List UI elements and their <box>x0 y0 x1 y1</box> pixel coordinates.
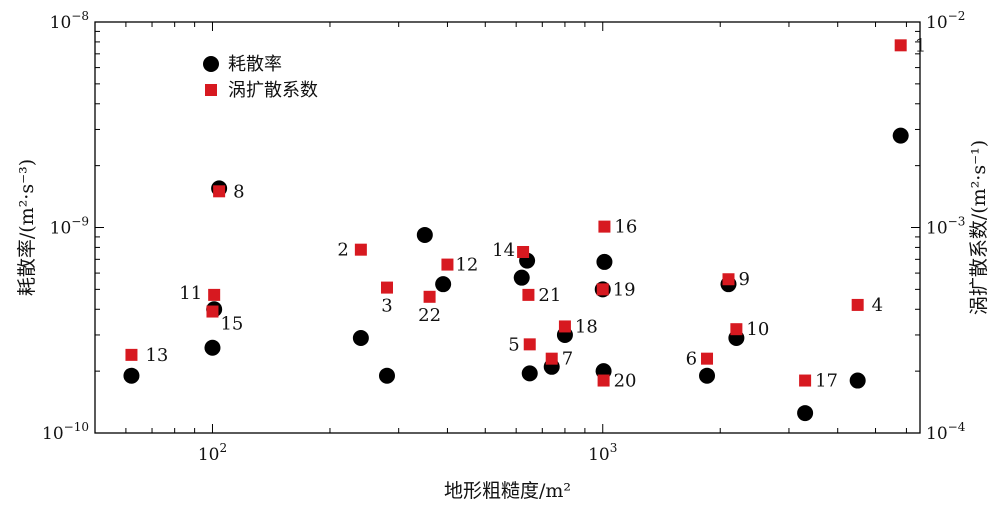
diffusion-point <box>597 374 610 387</box>
dissipation-point <box>513 269 530 286</box>
y-right-axis-title: 涡扩散系数/(m²·s⁻¹) <box>968 140 990 315</box>
point-label: 15 <box>220 314 243 335</box>
dissipation-point <box>123 367 140 384</box>
diffusion-point <box>423 290 436 303</box>
dissipation-point <box>521 365 538 382</box>
y-right-tick-label: 10−2 <box>926 9 965 33</box>
point-label: 19 <box>613 279 636 300</box>
diffusion-point <box>441 258 454 271</box>
point-label: 13 <box>145 345 168 366</box>
y-left-axis-title: 耗散率/(m²·s⁻³) <box>16 159 38 296</box>
dissipation-point <box>849 372 866 389</box>
legend-label-dissipation: 耗散率 <box>228 54 282 75</box>
diffusion-point <box>125 348 138 361</box>
diffusion-point <box>522 288 535 301</box>
point-label: 6 <box>686 349 697 370</box>
dissipation-point <box>596 253 613 270</box>
dissipation-point <box>416 226 433 243</box>
y-right-tick-label: 10−3 <box>926 215 965 239</box>
y-left-tick-label: 10−8 <box>50 9 89 33</box>
dissipation-point <box>204 339 221 356</box>
dissipation-point <box>797 405 814 422</box>
point-label: 10 <box>746 319 769 340</box>
diffusion-point <box>596 283 609 296</box>
diffusion-point <box>894 39 907 52</box>
point-label: 20 <box>614 371 637 392</box>
point-label: 12 <box>455 255 478 276</box>
point-label: 8 <box>233 181 244 202</box>
point-label: 22 <box>418 305 441 326</box>
dissipation-point <box>892 127 909 144</box>
dissipation-point <box>435 276 452 293</box>
point-label: 18 <box>575 316 598 337</box>
point-label: 3 <box>381 296 392 317</box>
legend-marker-dissipation <box>203 56 219 72</box>
diffusion-point <box>380 281 393 294</box>
dissipation-point <box>378 367 395 384</box>
diffusion-point <box>208 288 221 301</box>
diffusion-point <box>701 352 714 365</box>
diffusion-point <box>206 305 219 318</box>
diffusion-point <box>523 338 536 351</box>
plot-frame <box>94 21 921 434</box>
point-label: 16 <box>614 217 637 238</box>
point-label: 4 <box>872 295 883 316</box>
point-label: 7 <box>562 349 573 370</box>
point-label: 11 <box>179 283 202 304</box>
point-label: 1 <box>915 35 926 56</box>
diffusion-point <box>799 374 812 387</box>
y-left-tick-label: 10−9 <box>50 215 89 239</box>
diffusion-point <box>213 185 226 198</box>
diffusion-point <box>517 245 530 258</box>
point-label: 21 <box>538 285 561 306</box>
diffusion-point <box>722 273 735 286</box>
diffusion-point <box>545 352 558 365</box>
point-label: 5 <box>508 334 519 355</box>
diffusion-point <box>851 298 864 311</box>
x-axis-title: 地形粗糙度/m² <box>444 480 571 502</box>
x-tick-label: 102 <box>198 441 227 465</box>
point-label: 2 <box>337 240 348 261</box>
legend-marker-diffusion <box>205 84 217 96</box>
diffusion-point <box>598 220 611 233</box>
x-tick-label: 103 <box>588 441 617 465</box>
point-label: 14 <box>492 240 515 261</box>
point-label: 9 <box>738 269 749 290</box>
y-left-tick-label: 10−10 <box>42 420 89 444</box>
legend-label-diffusion: 涡扩散系数 <box>228 80 318 101</box>
dissipation-point <box>352 329 369 346</box>
diffusion-point <box>354 243 367 256</box>
diffusion-point <box>730 323 743 336</box>
point-label: 17 <box>815 371 838 392</box>
dissipation-point <box>699 367 716 384</box>
y-right-tick-label: 10−4 <box>926 420 966 444</box>
diffusion-point <box>558 320 571 333</box>
